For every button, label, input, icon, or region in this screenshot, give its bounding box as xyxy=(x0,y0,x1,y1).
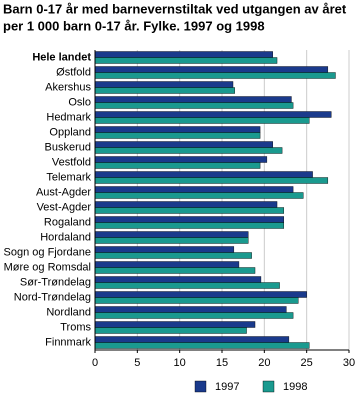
bar xyxy=(94,252,252,259)
bar xyxy=(94,96,292,103)
y-tick-label: Aust-Agder xyxy=(36,186,91,198)
y-tick-label: Nordland xyxy=(46,306,91,318)
y-tick-label: Vest-Agder xyxy=(37,201,92,213)
bar xyxy=(94,321,256,328)
x-tick-label: 15 xyxy=(216,357,228,369)
y-tick-label: Hele landet xyxy=(32,51,91,63)
bar xyxy=(94,162,261,169)
x-tick-label: 0 xyxy=(92,357,98,369)
legend-swatch xyxy=(262,380,275,393)
bar xyxy=(94,132,261,139)
bar xyxy=(94,147,283,154)
bar xyxy=(94,237,249,244)
bar xyxy=(94,222,285,229)
bar xyxy=(94,141,274,148)
bar xyxy=(94,276,262,283)
y-tick-label: Telemark xyxy=(46,171,91,183)
x-tick-label: 5 xyxy=(134,357,140,369)
bar xyxy=(94,72,336,79)
bar xyxy=(94,66,329,73)
y-tick-label: Buskerud xyxy=(45,141,91,153)
y-tick-label: Finnmark xyxy=(45,336,91,348)
bar xyxy=(94,87,235,94)
bar xyxy=(94,216,285,223)
bar xyxy=(94,102,294,109)
y-tick-label: Oslo xyxy=(68,96,91,108)
bar xyxy=(94,201,278,208)
legend-label: 1997 xyxy=(215,381,239,393)
y-tick-label: Hordaland xyxy=(40,231,91,243)
x-tick-label: 10 xyxy=(174,357,186,369)
y-tick-label: Sogn og Fjordane xyxy=(4,246,91,258)
bar xyxy=(94,111,332,118)
bar xyxy=(94,291,307,298)
bar xyxy=(94,117,310,124)
bar xyxy=(94,51,274,58)
bar xyxy=(94,186,294,193)
x-tick-label: 25 xyxy=(301,357,313,369)
bar xyxy=(94,267,256,274)
bar xyxy=(94,312,294,319)
bar xyxy=(94,327,247,334)
y-tick-label: Østfold xyxy=(56,66,91,78)
bar xyxy=(94,207,285,214)
bar xyxy=(94,231,249,238)
bar xyxy=(94,261,240,268)
bar xyxy=(94,336,290,343)
y-tick-label: Rogaland xyxy=(44,216,91,228)
bar xyxy=(94,342,310,349)
y-tick-label: Akershus xyxy=(45,81,91,93)
chart-title: Barn 0-17 år med barnevernstiltak ved ut… xyxy=(3,1,347,16)
legend-swatch xyxy=(194,380,207,393)
bar xyxy=(94,297,299,304)
bar xyxy=(94,306,287,313)
bar xyxy=(94,192,304,199)
y-tick-label: Troms xyxy=(60,321,91,333)
y-tick-label: Hedmark xyxy=(46,111,91,123)
bar xyxy=(94,81,234,88)
bar xyxy=(94,171,313,178)
bar xyxy=(94,126,261,133)
y-tick-label: Vestfold xyxy=(52,156,91,168)
bar xyxy=(94,177,329,184)
bar xyxy=(94,156,268,163)
x-tick-label: 30 xyxy=(343,357,355,369)
chart-title: per 1 000 barn 0-17 år. Fylke. 1997 og 1… xyxy=(3,18,265,33)
y-tick-label: Sør-Trøndelag xyxy=(20,276,91,288)
y-tick-label: Nord-Trøndelag xyxy=(14,291,91,303)
y-tick-label: Møre og Romsdal xyxy=(4,261,91,273)
legend-label: 1998 xyxy=(283,381,307,393)
bar xyxy=(94,282,280,289)
bar xyxy=(94,246,235,253)
y-tick-label: Oppland xyxy=(49,126,91,138)
x-tick-label: 20 xyxy=(258,357,270,369)
bar xyxy=(94,57,278,64)
